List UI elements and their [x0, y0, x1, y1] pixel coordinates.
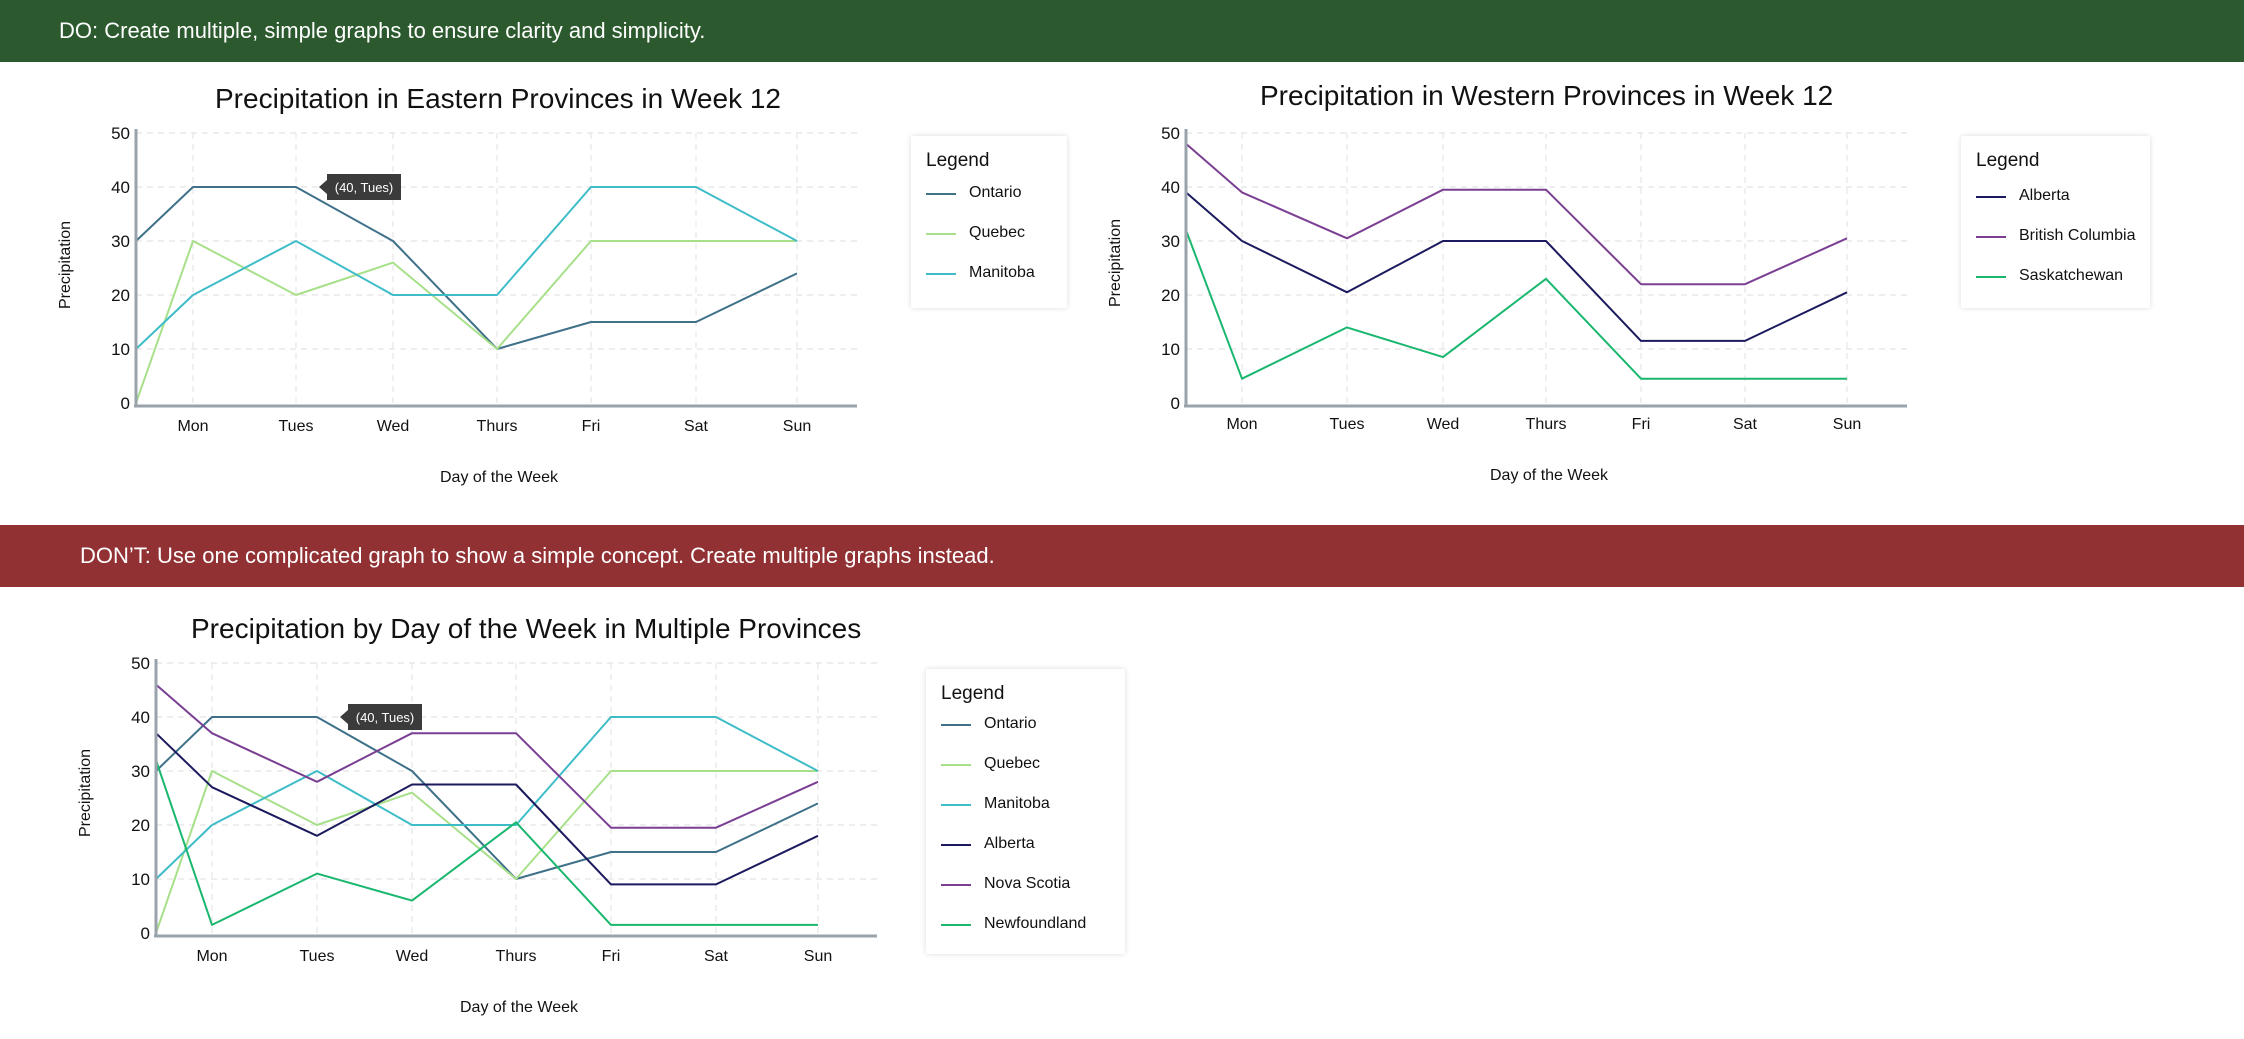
x-tick-label: Thurs — [1526, 416, 1567, 433]
legend-eastern: Legend Ontario Quebec Manitoba — [911, 136, 1067, 308]
y-tick-label: 0 — [1171, 394, 1180, 413]
legend-swatch — [941, 884, 971, 886]
x-axis-title: Day of the Week — [440, 469, 559, 486]
x-tick-label: Fri — [1632, 416, 1651, 433]
series-line-alberta — [1185, 191, 1848, 342]
tooltip-pointer — [319, 180, 327, 194]
legend-label: Quebec — [984, 755, 1041, 772]
legend-label: Newfoundland — [984, 915, 1087, 932]
legend-label: Manitoba — [984, 795, 1050, 812]
x-tick-label: Wed — [396, 948, 429, 965]
legend-label: Nova Scotia — [984, 875, 1071, 892]
y-tick-label: 20 — [131, 816, 150, 835]
legend-swatch — [926, 233, 956, 235]
y-tick-label: 10 — [111, 340, 130, 359]
x-tick-label: Sun — [1833, 416, 1861, 433]
legend-swatch — [1976, 236, 2006, 238]
x-tick-label: Thurs — [496, 948, 537, 965]
series-line-quebec — [155, 770, 818, 934]
x-tick-label: Sat — [684, 418, 709, 435]
legend-label: British Columbia — [2019, 227, 2136, 244]
legend-title: Legend — [1976, 150, 2040, 171]
y-tick-label: 10 — [1161, 340, 1180, 359]
tooltip-text: (40, Tues) — [335, 180, 394, 195]
dont-banner: DON’T: Use one complicated graph to show… — [0, 525, 2244, 587]
series-line-quebec — [135, 240, 797, 404]
x-tick-label: Sun — [783, 418, 811, 435]
y-tick-label: 50 — [1161, 124, 1180, 143]
x-tick-label: Wed — [1427, 416, 1460, 433]
legend-label: Ontario — [984, 715, 1037, 732]
y-tick-label: 30 — [111, 232, 130, 251]
y-tick-label: 40 — [1161, 178, 1180, 197]
tooltip-text: (40, Tues) — [356, 710, 415, 725]
y-tick-label: 20 — [1161, 286, 1180, 305]
y-tick-label: 50 — [111, 124, 130, 143]
legend-label: Saskatchewan — [2019, 267, 2124, 284]
x-tick-label: Tues — [279, 418, 314, 435]
legend-swatch — [941, 804, 971, 806]
x-tick-label: Fri — [602, 948, 621, 965]
x-axis-title: Day of the Week — [1490, 467, 1609, 484]
y-axis-title: Precipitation — [77, 749, 94, 837]
y-axis-title: Precipitation — [1107, 219, 1124, 307]
y-tick-label: 20 — [111, 286, 130, 305]
tooltip-box — [327, 174, 401, 200]
y-tick-label: 30 — [1161, 232, 1180, 251]
x-tick-label: Tues — [1330, 416, 1365, 433]
legend-swatch — [941, 724, 971, 726]
series-line-manitoba — [155, 716, 819, 880]
y-tick-label: 50 — [131, 654, 150, 673]
legend-western: Legend Alberta British Columbia Saskatchew… — [1961, 136, 2150, 308]
legend-swatch — [1976, 276, 2006, 278]
x-tick-label: Mon — [196, 948, 227, 965]
legend-swatch — [941, 844, 971, 846]
do-banner-text: DO: Create multiple, simple graphs to en… — [59, 18, 706, 43]
legend-swatch — [926, 193, 956, 195]
x-tick-label: Mon — [1226, 416, 1257, 433]
x-tick-label: Tues — [300, 948, 335, 965]
series-line-alberta — [155, 732, 819, 886]
legend-label: Alberta — [2019, 187, 2070, 204]
legend-swatch — [941, 924, 971, 926]
x-tick-label: Wed — [377, 418, 410, 435]
x-axis-title: Day of the Week — [460, 999, 579, 1016]
series-line-manitoba — [135, 186, 798, 350]
chart-title-eastern: Precipitation in Eastern Provinces in We… — [215, 83, 781, 114]
tooltip-pointer — [340, 710, 348, 724]
y-tick-label: 40 — [111, 178, 130, 197]
x-tick-label: Mon — [177, 418, 208, 435]
legend-label: Alberta — [984, 835, 1035, 852]
chart-title-western: Precipitation in Western Provinces in We… — [1260, 80, 1834, 111]
tooltip-box — [348, 704, 422, 730]
y-tick-label: 40 — [131, 708, 150, 727]
chart-title-combined: Precipitation by Day of the Week in Mult… — [191, 613, 862, 644]
dont-banner-text: DON’T: Use one complicated graph to show… — [80, 543, 995, 568]
series-line-british-columbia — [1185, 143, 1848, 286]
series-line-nova-scotia — [155, 683, 819, 829]
legend-combined: Legend Ontario Quebec Manitoba Alberta Nova … — [926, 669, 1125, 954]
legend-label: Manitoba — [969, 264, 1035, 281]
x-tick-label: Thurs — [477, 418, 518, 435]
x-tick-label: Sun — [804, 948, 832, 965]
do-banner: DO: Create multiple, simple graphs to en… — [0, 0, 2244, 62]
x-tick-label: Sat — [704, 948, 729, 965]
legend-swatch — [926, 273, 956, 275]
x-tick-label: Fri — [582, 418, 601, 435]
legend-swatch — [1976, 196, 2006, 198]
y-axis-title: Precipitation — [57, 221, 74, 309]
y-tick-label: 0 — [121, 394, 130, 413]
y-tick-label: 30 — [131, 762, 150, 781]
legend-swatch — [941, 764, 971, 766]
y-tick-label: 10 — [131, 870, 150, 889]
y-tick-label: 0 — [141, 924, 150, 943]
series-line-newfoundland — [155, 759, 818, 926]
legend-label: Quebec — [969, 224, 1026, 241]
legend-title: Legend — [941, 683, 1005, 704]
x-tick-label: Sat — [1733, 416, 1758, 433]
legend-label: Ontario — [969, 184, 1022, 201]
legend-title: Legend — [926, 150, 990, 171]
series-line-saskatchewan — [1185, 229, 1847, 380]
